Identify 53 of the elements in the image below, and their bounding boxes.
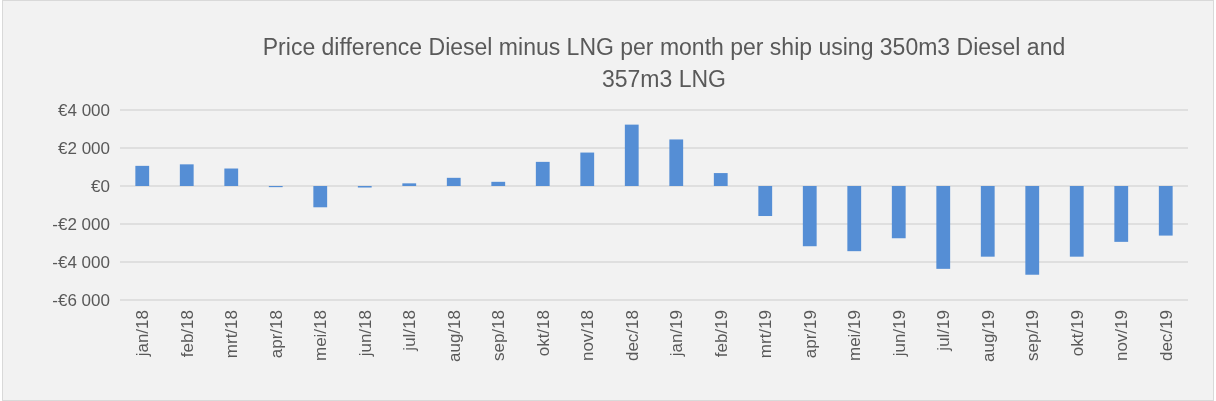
bar xyxy=(224,168,239,186)
bar xyxy=(847,186,862,252)
y-tick-label: €0 xyxy=(91,176,110,196)
bar xyxy=(891,186,906,239)
bar xyxy=(980,186,995,257)
x-tick-label: apr/19 xyxy=(800,310,820,359)
bar xyxy=(1114,186,1129,242)
x-tick-label: jun/19 xyxy=(889,310,909,358)
bar xyxy=(1025,186,1040,275)
x-tick-label: jul/19 xyxy=(934,310,954,352)
x-tick-label: jun/18 xyxy=(355,310,375,358)
bar xyxy=(669,139,684,186)
x-tick-label: nov/19 xyxy=(1112,310,1132,362)
bar xyxy=(713,173,728,186)
chart-title: Price difference Diesel minus LNG per month per ship using 350m3 Diesel and 357m3 LNG xyxy=(262,34,1066,92)
bar xyxy=(535,161,550,186)
x-tick-label: dec/19 xyxy=(1156,310,1176,362)
x-tick-label: mrt/18 xyxy=(222,310,242,359)
bar xyxy=(179,164,194,186)
x-tick-label: feb/19 xyxy=(711,310,731,358)
x-tick-label: feb/18 xyxy=(177,310,197,358)
bar xyxy=(1158,186,1173,236)
y-tick-label: €4 000 xyxy=(58,100,110,120)
y-tick-label: -€4 000 xyxy=(52,252,110,272)
x-tick-label: jan/18 xyxy=(133,310,153,358)
bar xyxy=(135,165,150,186)
x-tick-label: apr/18 xyxy=(266,310,286,359)
x-tick-label: mei/19 xyxy=(845,310,865,362)
bar xyxy=(802,186,817,247)
x-tick-label: jul/18 xyxy=(400,310,420,352)
bar xyxy=(1069,186,1084,257)
x-tick-label: aug/18 xyxy=(444,310,464,362)
x-tick-label: okt/19 xyxy=(1067,310,1087,357)
x-tick-label: sep/19 xyxy=(1023,310,1043,362)
x-tick-label: aug/19 xyxy=(978,310,998,362)
x-tick-label: okt/18 xyxy=(533,310,553,357)
x-tick-label: mei/18 xyxy=(311,310,331,362)
bar xyxy=(402,183,417,186)
bar xyxy=(758,186,773,217)
x-tick-label: mrt/19 xyxy=(756,310,776,359)
bar xyxy=(936,186,951,269)
x-tick-label: dec/18 xyxy=(622,310,642,362)
y-tick-label: -€2 000 xyxy=(52,214,110,234)
bar xyxy=(313,186,328,208)
y-tick-label: -€6 000 xyxy=(52,290,110,310)
bar xyxy=(446,177,461,186)
bar xyxy=(624,124,639,186)
x-tick-label: sep/18 xyxy=(489,310,509,362)
y-tick-label: €2 000 xyxy=(58,138,110,158)
x-tick-label: jan/19 xyxy=(667,310,687,358)
x-tick-label: nov/18 xyxy=(578,310,598,362)
bar xyxy=(580,152,595,186)
bar xyxy=(491,181,506,186)
